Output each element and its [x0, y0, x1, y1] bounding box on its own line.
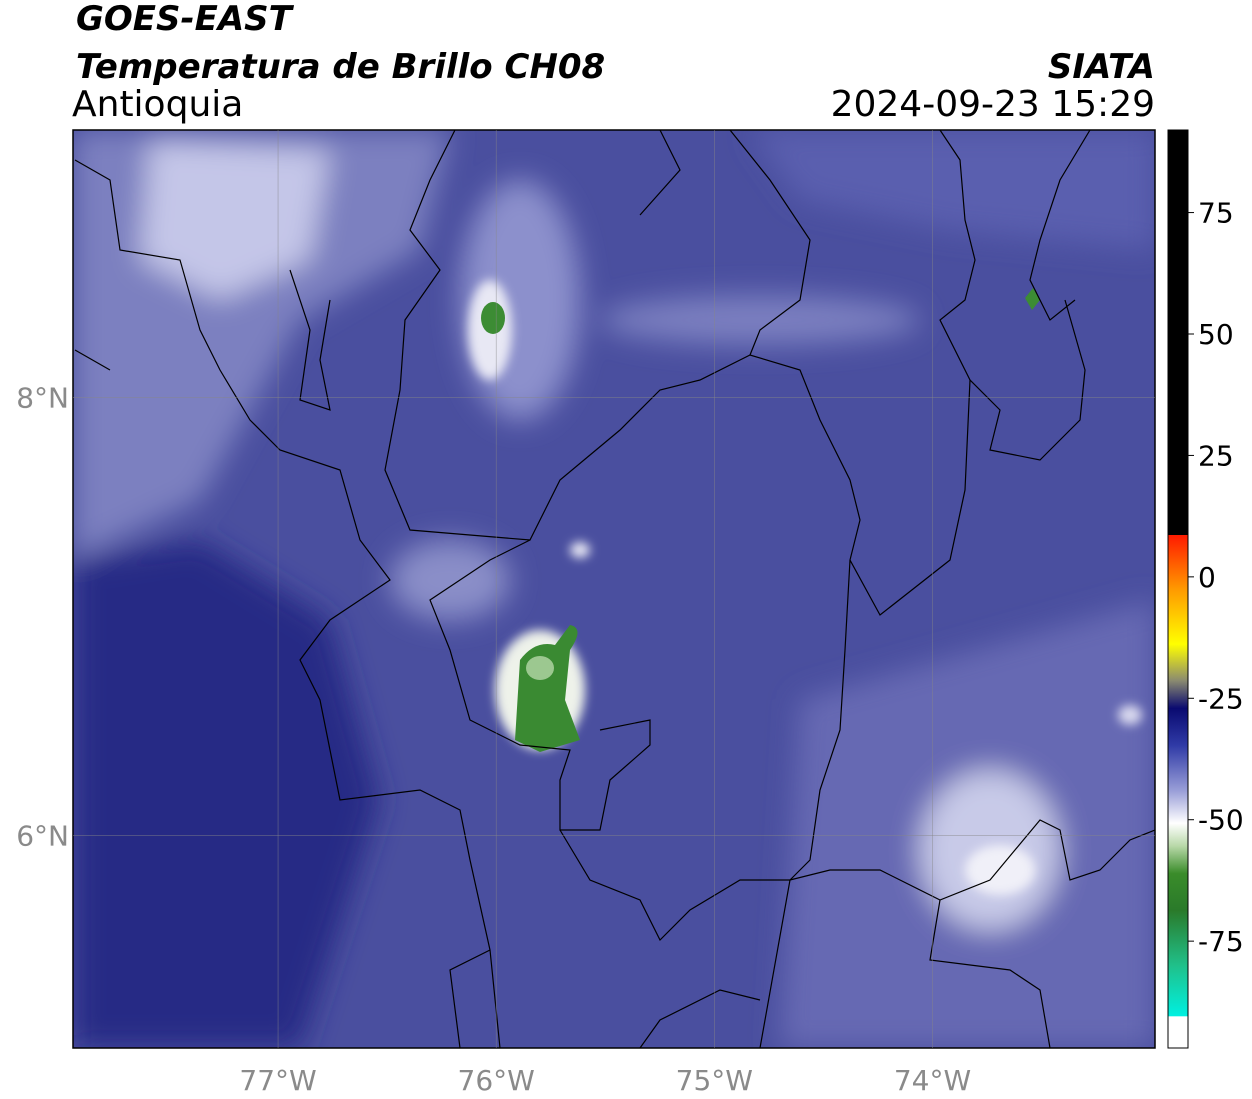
x-tick-label: 76°W [458, 1064, 535, 1097]
title: GOES-EAST [76, 0, 295, 39]
colorbar-tick-label: -25 [1198, 682, 1244, 715]
colorbar-tick-label: 75 [1198, 197, 1234, 230]
x-tick-label: 77°W [239, 1064, 316, 1097]
colorbar-tick-label: 50 [1198, 318, 1234, 351]
colorbar-tick-label: -75 [1198, 925, 1244, 958]
colorbar [1167, 129, 1189, 1049]
source: SIATA [1048, 47, 1155, 87]
x-tick-label: 74°W [894, 1064, 971, 1097]
colorbar-tick-label: 25 [1198, 439, 1234, 472]
map-frame [72, 129, 1156, 1049]
y-tick-label: 6°N [16, 819, 69, 852]
subtitle: Temperatura de Brillo CH08 [76, 47, 605, 87]
y-tick-label: 8°N [16, 381, 69, 414]
x-tick-label: 75°W [676, 1064, 753, 1097]
colorbar-tick-label: 0 [1198, 561, 1216, 594]
datetime: 2024-09-23 15:29 [831, 84, 1155, 125]
region: Antioquia [72, 84, 243, 125]
map-image [73, 130, 1155, 1048]
colorbar-tick-label: -50 [1198, 804, 1244, 837]
